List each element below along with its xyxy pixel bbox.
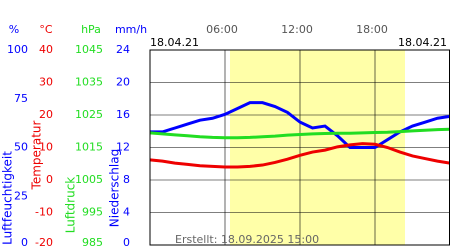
y-tick-label: 1025	[75, 108, 103, 121]
y-tick-label: 20	[116, 76, 130, 89]
axis-title: Temperatur	[30, 120, 44, 190]
y-tick-label: 4	[123, 206, 130, 219]
y-tick-label: 0	[123, 236, 130, 249]
y-tick-label: 100	[7, 43, 28, 56]
y-tick-label: 1045	[75, 43, 103, 56]
y-tick-label: 8	[123, 173, 130, 186]
y-tick-label: 25	[14, 189, 28, 202]
y-tick-label: 12	[116, 141, 130, 154]
y-tick-label: 995	[82, 206, 103, 219]
y-tick-label: 985	[82, 236, 103, 249]
date-right: 18.04.21	[398, 36, 447, 49]
axis-unit: %	[9, 23, 19, 36]
axis-unit: °C	[39, 23, 53, 36]
y-tick-label: 1005	[75, 173, 103, 186]
series-line	[149, 127, 450, 140]
axis-unit: mm/h	[115, 23, 147, 36]
axis-unit: hPa	[81, 23, 101, 36]
y-tick-label: 75	[14, 92, 28, 105]
x-tick-label: 12:00	[281, 23, 313, 36]
footer: Erstellt: 18.09.2025 15:00	[175, 233, 319, 246]
y-tick-label: 16	[116, 108, 130, 121]
y-tick-label: -20	[35, 236, 53, 249]
series-line	[149, 142, 450, 169]
y-tick-label: 50	[14, 141, 28, 154]
y-tick-label: 24	[116, 43, 130, 56]
x-tick-label: 06:00	[206, 23, 238, 36]
y-tick-label: 1015	[75, 141, 103, 154]
date-left: 18.04.21	[150, 36, 199, 49]
y-tick-label: 1035	[75, 76, 103, 89]
x-tick-label: 18:00	[356, 23, 388, 36]
y-tick-label: 20	[39, 108, 53, 121]
y-tick-label: 10	[39, 141, 53, 154]
y-tick-label: -10	[35, 206, 53, 219]
axis-title: Niederschlag	[108, 149, 122, 227]
axis-title: Luftdruck	[64, 177, 78, 234]
y-tick-label: 40	[39, 43, 53, 56]
y-tick-label: 0	[21, 236, 28, 249]
y-tick-label: 0	[46, 173, 53, 186]
axis-title: Luftfeuchtigkeit	[1, 151, 15, 245]
y-tick-label: 30	[39, 76, 53, 89]
